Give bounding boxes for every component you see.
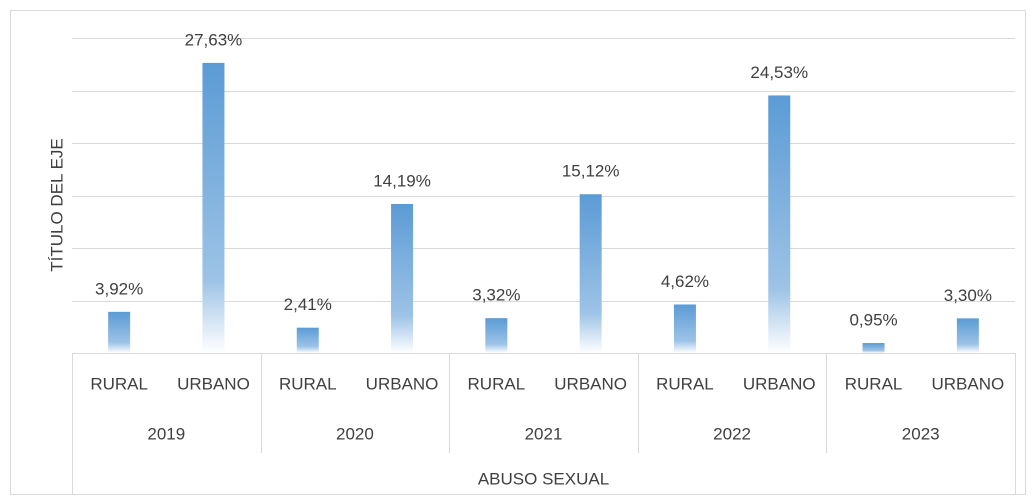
x-tick-label: RURAL bbox=[468, 374, 526, 393]
data-label: 2,41% bbox=[284, 295, 332, 314]
group-label: 2022 bbox=[713, 424, 751, 443]
chart-frame bbox=[10, 10, 1026, 495]
x-tick-label: URBANO bbox=[366, 374, 439, 393]
bar bbox=[485, 318, 508, 353]
x-tick-label: URBANO bbox=[177, 374, 250, 393]
data-label: 27,63% bbox=[185, 30, 243, 49]
group-label: 2023 bbox=[902, 424, 940, 443]
x-tick-label: URBANO bbox=[554, 374, 627, 393]
bar bbox=[391, 204, 414, 353]
x-tick-label: URBANO bbox=[743, 374, 816, 393]
bar bbox=[108, 311, 131, 353]
data-label: 3,32% bbox=[472, 286, 520, 305]
x-tick-label: RURAL bbox=[90, 374, 148, 393]
data-label: 15,12% bbox=[562, 162, 620, 181]
data-label: 14,19% bbox=[373, 171, 431, 190]
bar bbox=[862, 343, 885, 353]
group-label: 2020 bbox=[336, 424, 374, 443]
data-label: 3,30% bbox=[944, 286, 992, 305]
y-axis-title: TÍTULO DEL EJE bbox=[47, 138, 66, 272]
group-label: 2019 bbox=[147, 424, 185, 443]
data-label: 24,53% bbox=[750, 63, 808, 82]
x-tick-label: URBANO bbox=[931, 374, 1004, 393]
bar bbox=[768, 95, 791, 353]
x-tick-label: RURAL bbox=[656, 374, 714, 393]
data-label: 3,92% bbox=[95, 279, 143, 298]
x-tick-label: RURAL bbox=[279, 374, 337, 393]
bar bbox=[579, 194, 602, 353]
group-label: 2021 bbox=[525, 424, 563, 443]
outer-group-label: ABUSO SEXUAL bbox=[478, 469, 609, 488]
bar bbox=[202, 62, 225, 353]
bar bbox=[673, 304, 696, 353]
data-label: 4,62% bbox=[661, 272, 709, 291]
bar bbox=[296, 327, 319, 353]
bar bbox=[956, 318, 979, 353]
x-tick-label: RURAL bbox=[845, 374, 903, 393]
data-label: 0,95% bbox=[849, 311, 897, 330]
